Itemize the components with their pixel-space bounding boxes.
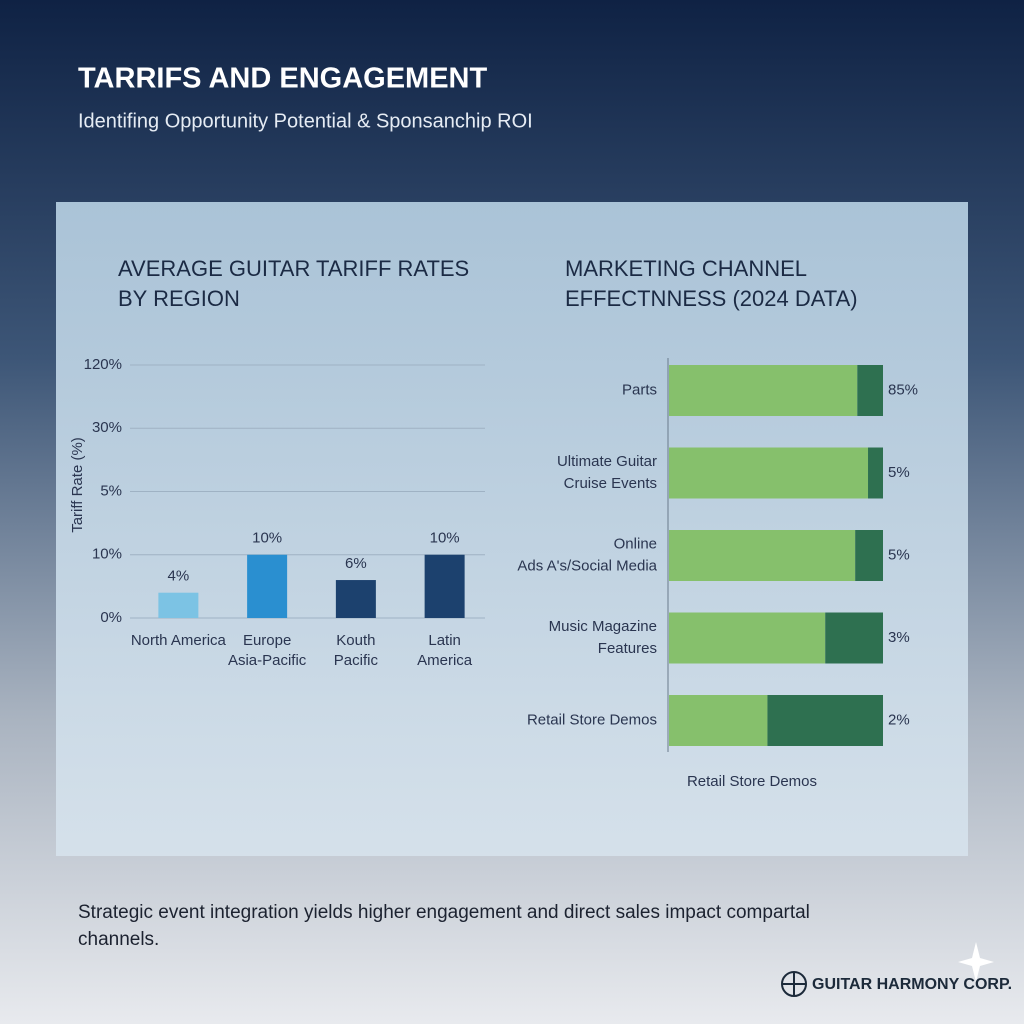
brand-name: GUITAR HARMONY CORP. — [812, 976, 1012, 993]
bar-annotation: 2% — [888, 711, 910, 728]
bar-segment — [669, 612, 826, 664]
value-label: 4% — [168, 568, 190, 585]
bar-segment — [868, 447, 883, 499]
y-tick-label: Online Ads A's/Social Media — [517, 535, 657, 574]
bar-annotation: 3% — [888, 629, 910, 646]
bar — [424, 554, 465, 618]
x-tick-label: North America — [131, 632, 227, 649]
bar — [247, 554, 288, 618]
x-tick-label: Kouth Pacific — [334, 632, 379, 669]
bar — [158, 592, 199, 618]
y-tick-label: 30% — [92, 419, 122, 436]
bar-segment — [669, 695, 768, 746]
bar-segment — [857, 365, 883, 416]
x-tick-label: Latin America — [417, 632, 473, 669]
y-tick-label: Retail Store Demos — [527, 711, 657, 728]
y-tick-label: Ultimate Guitar Cruise Events — [557, 453, 657, 492]
chart-title: AVERAGE GUITAR TARIFF RATES BY REGION — [118, 256, 469, 311]
bar-annotation: 5% — [888, 464, 910, 481]
value-label: 10% — [430, 530, 460, 547]
page-subtitle: Identifing Opportunity Potential & Spons… — [78, 110, 533, 132]
y-tick-label: 120% — [84, 356, 122, 373]
x-axis-label: Retail Store Demos — [687, 773, 817, 790]
panel — [56, 202, 968, 856]
page-title: TARRIFS AND ENGAGEMENT — [78, 63, 488, 95]
bar-segment — [669, 530, 856, 581]
y-axis-label: Tariff Rate (%) — [69, 437, 86, 533]
sparkle-icon — [958, 942, 994, 982]
y-tick-label: 10% — [92, 546, 122, 563]
footer-note: Strategic event integration yields highe… — [78, 902, 810, 950]
chart-title: MARKETING CHANNEL EFFECTNNESS (2024 DATA) — [565, 256, 858, 311]
x-tick-label: Europe Asia-Pacific — [228, 632, 307, 669]
bar-annotation: 85% — [888, 381, 918, 398]
bar-segment — [825, 612, 883, 664]
y-tick-label: Parts — [622, 381, 657, 398]
bar-segment — [855, 530, 883, 581]
y-tick-label: Music Magazine Features — [549, 618, 657, 657]
value-label: 6% — [345, 555, 367, 572]
bar — [335, 580, 376, 618]
bar-segment — [669, 447, 869, 499]
value-label: 10% — [252, 530, 282, 547]
y-tick-label: 5% — [100, 482, 122, 499]
y-tick-label: 0% — [100, 609, 122, 626]
bar-segment — [669, 365, 858, 416]
brand-logo — [781, 971, 807, 997]
bar-annotation: 5% — [888, 546, 910, 563]
bar-segment — [767, 695, 883, 746]
